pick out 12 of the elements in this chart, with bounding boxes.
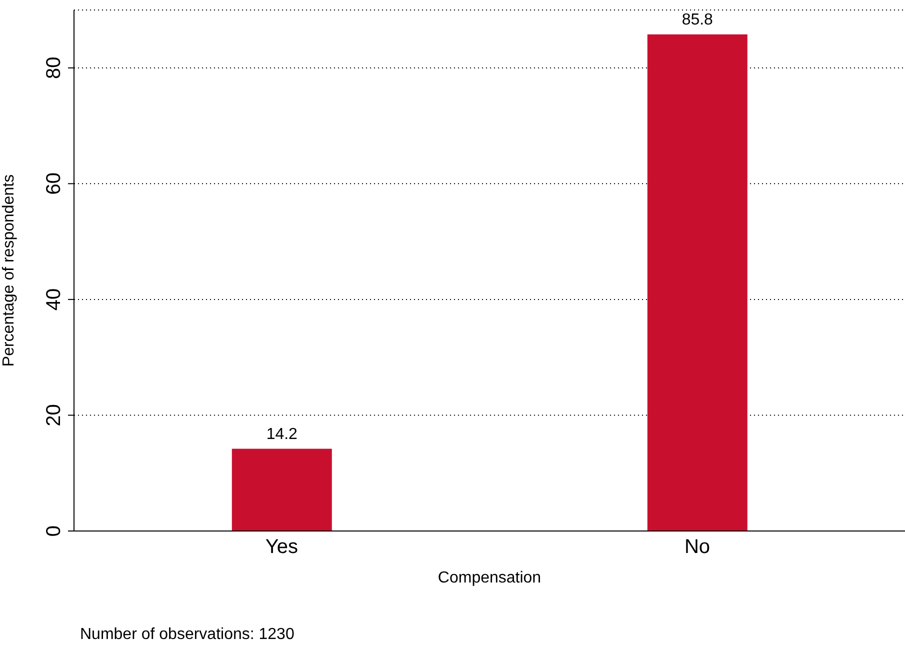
x-tick-label: Yes xyxy=(265,536,298,558)
y-tick-label: 0 xyxy=(43,525,65,537)
x-tick-label: No xyxy=(684,536,710,558)
y-tick-label: 60 xyxy=(43,172,65,195)
data-label: 85.8 xyxy=(682,11,714,28)
y-axis-title: Percentage of respondents xyxy=(0,174,18,367)
text: Number of observations: 1230 xyxy=(80,626,294,644)
y-tick-label: 20 xyxy=(43,404,65,426)
y-tick-label: 40 xyxy=(43,288,65,311)
x-axis-title: Compensation xyxy=(438,569,542,586)
data-label: 14.2 xyxy=(266,426,298,443)
y-tick-label: 80 xyxy=(43,56,65,80)
